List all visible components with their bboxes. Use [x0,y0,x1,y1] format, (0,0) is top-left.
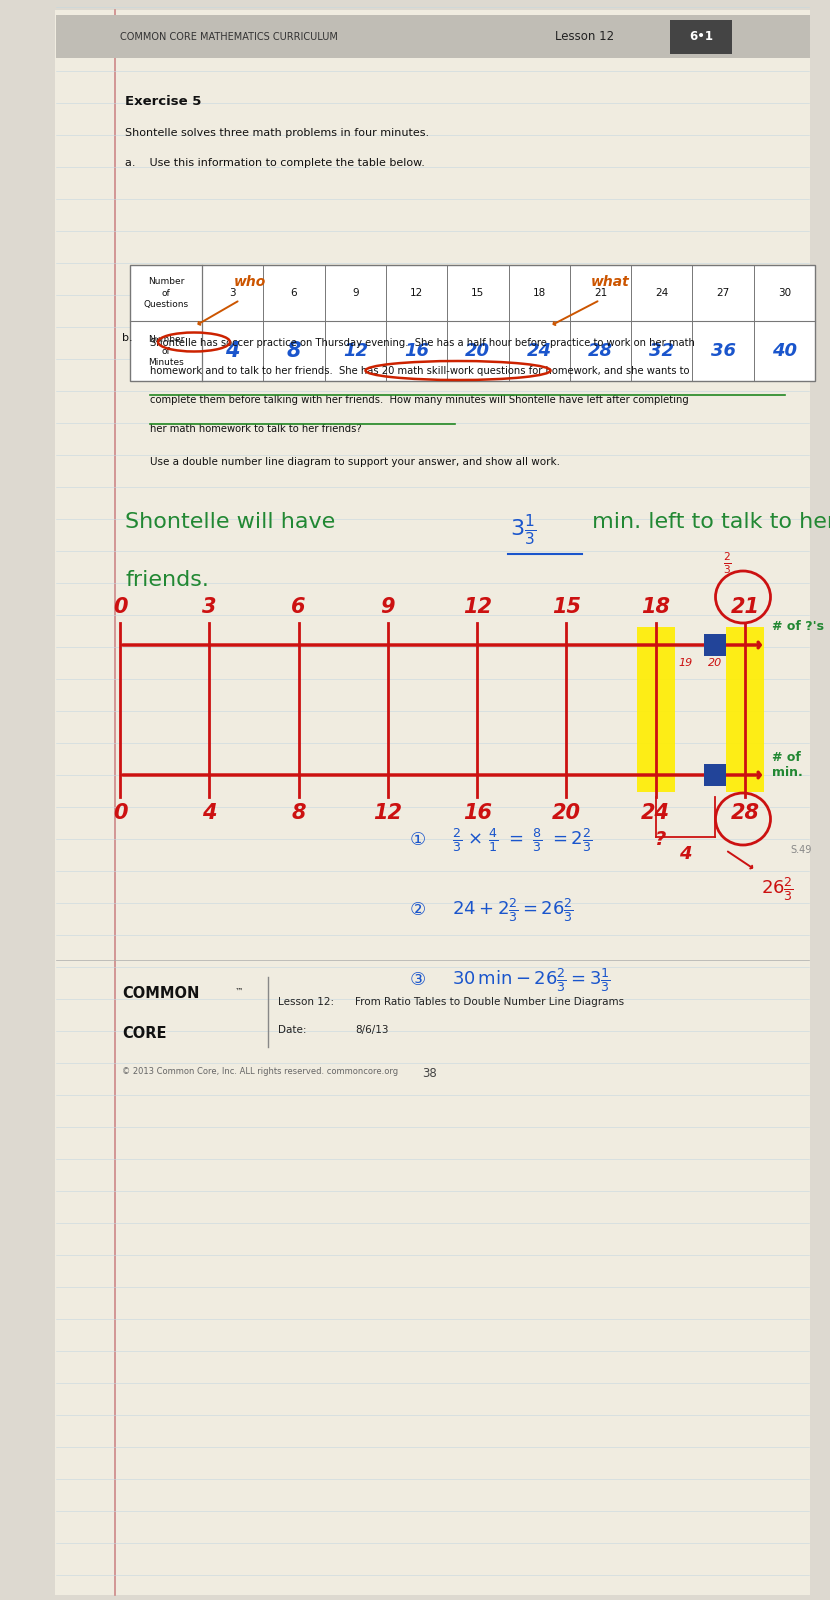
Text: # of ?'s: # of ?'s [772,621,824,634]
Text: 9: 9 [381,597,395,618]
FancyBboxPatch shape [55,10,810,1595]
Text: 12: 12 [343,342,368,360]
Text: 24: 24 [655,288,668,298]
Text: 40: 40 [772,342,797,360]
Text: 8/6/13: 8/6/13 [355,1026,388,1035]
Text: 24: 24 [642,803,670,822]
Text: Lesson 12:: Lesson 12: [278,997,334,1006]
Text: ?: ? [655,830,666,850]
Text: 16: 16 [462,803,491,822]
Text: COMMON CORE MATHEMATICS CURRICULUM: COMMON CORE MATHEMATICS CURRICULUM [120,32,338,42]
Text: 32: 32 [649,342,674,360]
Text: $3\frac{1}{3}$: $3\frac{1}{3}$ [510,512,536,547]
Text: Lesson 12: Lesson 12 [555,30,614,43]
FancyBboxPatch shape [704,634,726,656]
Text: 19: 19 [678,658,692,669]
Text: 21: 21 [730,597,759,618]
Text: 21: 21 [593,288,607,298]
Text: COMMON: COMMON [122,986,199,1000]
Text: ™: ™ [235,987,243,995]
Text: 8: 8 [291,803,305,822]
FancyBboxPatch shape [704,763,726,786]
Text: 15: 15 [471,288,485,298]
Text: 20: 20 [466,342,491,360]
Text: # of
min.: # of min. [772,750,803,779]
FancyBboxPatch shape [637,627,675,792]
Text: 12: 12 [462,597,491,618]
Text: ①: ① [410,830,426,850]
Text: ②: ② [410,901,426,918]
Text: $\frac{2}{3}$ $\times$ $\frac{4}{1}$ $=$ $\frac{8}{3}$ $= 2\frac{2}{3}$: $\frac{2}{3}$ $\times$ $\frac{4}{1}$ $=$… [452,826,592,854]
Text: 3: 3 [202,597,217,618]
Text: From Ratio Tables to Double Number Line Diagrams: From Ratio Tables to Double Number Line … [355,997,624,1006]
FancyBboxPatch shape [130,266,815,381]
Text: 38: 38 [422,1067,437,1080]
Text: 28: 28 [588,342,613,360]
Text: $30\,\mathrm{min} - 26\frac{2}{3} = 3\frac{1}{3}$: $30\,\mathrm{min} - 26\frac{2}{3} = 3\fr… [452,966,611,994]
FancyBboxPatch shape [56,14,810,58]
Text: 4: 4 [679,845,691,862]
FancyBboxPatch shape [670,19,732,54]
Text: Shontelle solves three math problems in four minutes.: Shontelle solves three math problems in … [125,128,429,138]
Text: $24 + 2\frac{2}{3} = 26\frac{2}{3}$: $24 + 2\frac{2}{3} = 26\frac{2}{3}$ [452,896,574,923]
Text: Use a double number line diagram to support your answer, and show all work.: Use a double number line diagram to supp… [150,458,560,467]
Text: S.49: S.49 [790,845,812,854]
Text: 6: 6 [291,597,305,618]
Text: 0: 0 [113,803,127,822]
FancyBboxPatch shape [726,627,764,792]
Text: friends.: friends. [125,570,209,590]
Text: $\frac{2}{3}$: $\frac{2}{3}$ [723,550,731,576]
Text: 20: 20 [708,658,722,669]
Text: 3: 3 [229,288,236,298]
Text: Shontelle will have: Shontelle will have [125,512,342,533]
Text: her math homework to talk to her friends?: her math homework to talk to her friends… [150,424,362,434]
Text: 6: 6 [290,288,297,298]
Text: 6•1: 6•1 [689,30,713,43]
Text: 4: 4 [226,341,240,362]
Text: b.: b. [122,333,133,342]
Text: 24: 24 [527,342,552,360]
Text: 18: 18 [533,288,546,298]
Text: 20: 20 [552,803,581,822]
Text: © 2013 Common Core, Inc. ALL rights reserved. commoncore.org: © 2013 Common Core, Inc. ALL rights rese… [122,1067,398,1075]
Text: a.    Use this information to complete the table below.: a. Use this information to complete the … [125,158,425,168]
Text: 27: 27 [716,288,730,298]
Text: Date:: Date: [278,1026,306,1035]
Text: complete them before talking with her friends.  How many minutes will Shontelle : complete them before talking with her fr… [150,395,689,405]
Text: ③: ③ [410,971,426,989]
Text: who: who [234,275,266,290]
Text: 15: 15 [552,597,581,618]
Text: Exercise 5: Exercise 5 [125,94,202,109]
Text: Number
of
Questions: Number of Questions [144,277,188,309]
Text: 36: 36 [710,342,735,360]
Text: 0: 0 [113,597,127,618]
Text: 28: 28 [730,803,759,822]
Text: 12: 12 [410,288,423,298]
Text: 16: 16 [404,342,429,360]
Text: 8: 8 [286,341,301,362]
Text: 4: 4 [202,803,217,822]
Text: 18: 18 [642,597,670,618]
Text: min. left to talk to her: min. left to talk to her [585,512,830,533]
Text: Shontelle has soccer practice on Thursday evening.  She has a half hour before p: Shontelle has soccer practice on Thursda… [150,338,695,349]
Text: CORE: CORE [122,1026,167,1040]
Text: Number
of
Minutes: Number of Minutes [148,336,184,366]
Text: 12: 12 [374,803,403,822]
Text: 9: 9 [352,288,359,298]
Text: what: what [591,275,629,290]
Text: 30: 30 [778,288,791,298]
Text: homework and to talk to her friends.  She has 20 math skill-work questions for h: homework and to talk to her friends. She… [150,366,690,376]
Text: $26\frac{2}{3}$: $26\frac{2}{3}$ [760,875,793,902]
